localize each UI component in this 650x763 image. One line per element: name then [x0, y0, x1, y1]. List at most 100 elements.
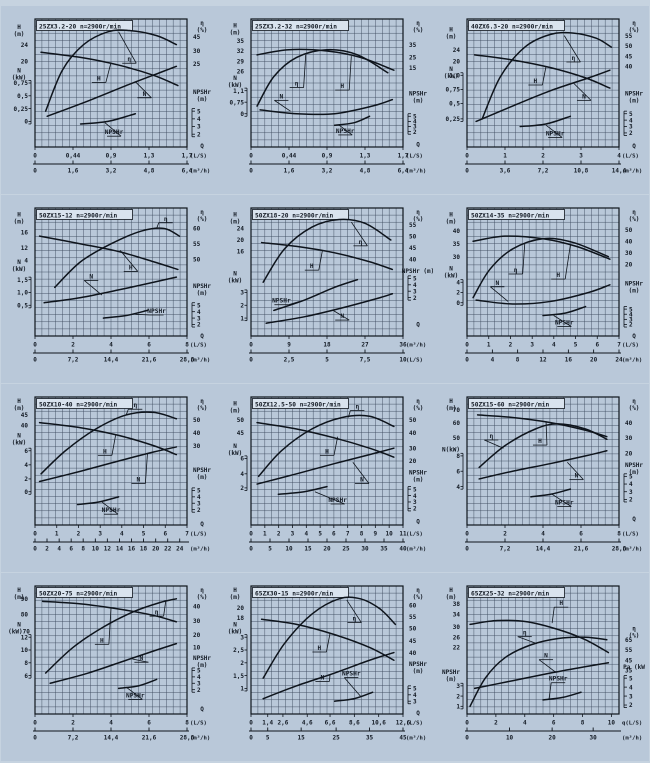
x-tick-primary: 1	[263, 531, 267, 538]
curve-H	[256, 421, 395, 458]
curve-label-N: N	[544, 653, 548, 660]
x-tick-primary: 0	[465, 153, 469, 160]
x-tick-primary: 0	[33, 153, 37, 160]
x-tick-secondary: 12	[104, 546, 112, 553]
right-axis-header: Q	[200, 706, 204, 713]
left-axis-tick: 24	[21, 42, 29, 49]
x-tick-primary: 9	[374, 531, 378, 538]
x-tick-secondary: 35	[366, 735, 374, 742]
x-tick-primary: 4	[541, 531, 545, 538]
right-axis-header: NPSHr	[625, 90, 643, 97]
pump-performance-chart: 50ZX15-60 n=2900r/min η H N NPSHr H (m) 70 60 50 N…	[433, 384, 649, 572]
curve-label-H: H	[559, 600, 563, 607]
right-axis-tick: 5	[629, 675, 633, 682]
left-axis-tick: 0,25	[14, 106, 29, 113]
curve-label-leader	[163, 601, 167, 617]
curve-label-leader	[111, 435, 116, 456]
curve-η	[262, 596, 397, 679]
left-axis-tick: 29	[237, 58, 245, 65]
curve-η	[44, 598, 178, 674]
right-axis-header: Q	[416, 518, 420, 525]
right-axis-tick: 5	[413, 276, 417, 283]
left-axis-header: (kW)	[444, 272, 458, 279]
curve-label-NPSHr: NPSHr	[147, 308, 166, 315]
x-axis-unit-secondary: (m³/h)	[190, 546, 210, 553]
right-axis-header: Q	[632, 516, 636, 523]
right-axis-tick: 3	[413, 124, 417, 131]
x-tick-primary: 8	[360, 531, 364, 538]
curve-label-leader	[551, 607, 555, 624]
plot-grid	[466, 18, 620, 148]
x-tick-primary: 12,6	[396, 720, 411, 727]
left-axis-tick: 32	[237, 48, 245, 55]
right-axis-tick: 3	[413, 698, 417, 705]
curve-η	[54, 227, 181, 289]
x-tick-secondary: 2,5	[284, 357, 295, 364]
x-axis-primary: 0 2 4 6 8 (L/S)	[33, 714, 207, 727]
x-tick-primary: 2	[277, 531, 281, 538]
curve-label-leader	[329, 674, 331, 682]
right-axis-header: (m)	[197, 290, 208, 297]
chart-title-box	[468, 20, 565, 31]
curve-label-N: N	[496, 280, 500, 287]
right-axis-header: (m)	[197, 96, 208, 103]
chart-title-box	[252, 209, 349, 220]
curve-label-N: N	[360, 476, 364, 483]
left-axis-tick: 0	[24, 119, 28, 126]
x-tick-primary: 2,6	[277, 720, 288, 727]
x-tick-secondary: 21,6	[142, 735, 157, 742]
left-axis-tick: 35	[237, 38, 245, 45]
right-axis-tick: 50	[409, 233, 417, 240]
right-axis-tick: 30	[625, 435, 633, 442]
right-axis-header: NPSHr	[409, 90, 427, 97]
curve-label-leader	[332, 310, 350, 321]
left-axis-bracket	[28, 447, 32, 495]
right-axis-tick: 2	[197, 507, 201, 514]
left-axis-header: H	[17, 24, 21, 31]
left-axis-tick: 16	[237, 249, 245, 256]
x-tick-secondary: 7,2	[68, 735, 79, 742]
curve-label-η: η	[359, 239, 363, 246]
right-axis-bracket	[623, 110, 627, 136]
curve-η	[481, 31, 613, 120]
x-tick-primary: 6	[147, 720, 151, 727]
right-axis-tick: 50	[409, 417, 417, 424]
chart-title: 40ZX6.3-20 n=2900r/min	[471, 22, 553, 30]
x-tick-primary: 7	[346, 531, 350, 538]
right-axis-header: NPSHr	[193, 89, 211, 96]
x-tick-secondary: 18	[140, 546, 148, 553]
x-tick-secondary: 3,2	[106, 168, 117, 175]
x-axis-unit-secondary: (m³/h)	[190, 735, 210, 742]
x-axis-unit-secondary: (m³/h)	[622, 735, 642, 742]
right-axis-header: (%)	[629, 405, 640, 412]
right-axis-tick: 5	[413, 686, 417, 693]
x-axis-unit-primary: (L/S)	[190, 154, 207, 160]
x-tick-primary: 0	[249, 342, 253, 349]
left-axis-tick: 3	[240, 290, 244, 297]
curve-N	[473, 662, 610, 690]
x-tick-primary: 7	[617, 342, 621, 349]
x-axis-unit-primary: (L/S)	[622, 154, 639, 160]
right-axis-tick: 35	[409, 42, 417, 49]
x-tick-primary: 8	[617, 531, 621, 538]
left-axis-header: (m)	[446, 594, 457, 601]
x-tick-secondary: 40	[399, 546, 407, 553]
x-tick-primary: 7	[185, 531, 189, 538]
curve-NPSHr	[102, 309, 149, 319]
left-axis-tick: 40	[21, 422, 29, 429]
x-tick-primary: 4	[617, 153, 621, 160]
pump-performance-chart: 25ZX3.2-20 n=2900r/min η H N NPSHr H (m) 24 20 N(…	[1, 6, 217, 194]
curve-N	[475, 69, 611, 123]
right-axis-tick: 15	[409, 65, 417, 72]
x-tick-primary: 0,44	[282, 153, 297, 160]
x-tick-primary: 1,7	[398, 153, 409, 160]
x-tick-primary: 2	[71, 342, 75, 349]
right-axis-tick: 30	[193, 618, 201, 625]
right-axis-tick: 30	[625, 250, 633, 257]
x-tick-primary: 6	[332, 531, 336, 538]
x-axis-unit-secondary: (m³/h)	[406, 546, 426, 553]
plot-border	[250, 585, 404, 715]
x-tick-secondary: 25	[333, 735, 341, 742]
left-axis-tick: 90	[21, 596, 29, 603]
x-tick-secondary: 24	[176, 546, 184, 553]
